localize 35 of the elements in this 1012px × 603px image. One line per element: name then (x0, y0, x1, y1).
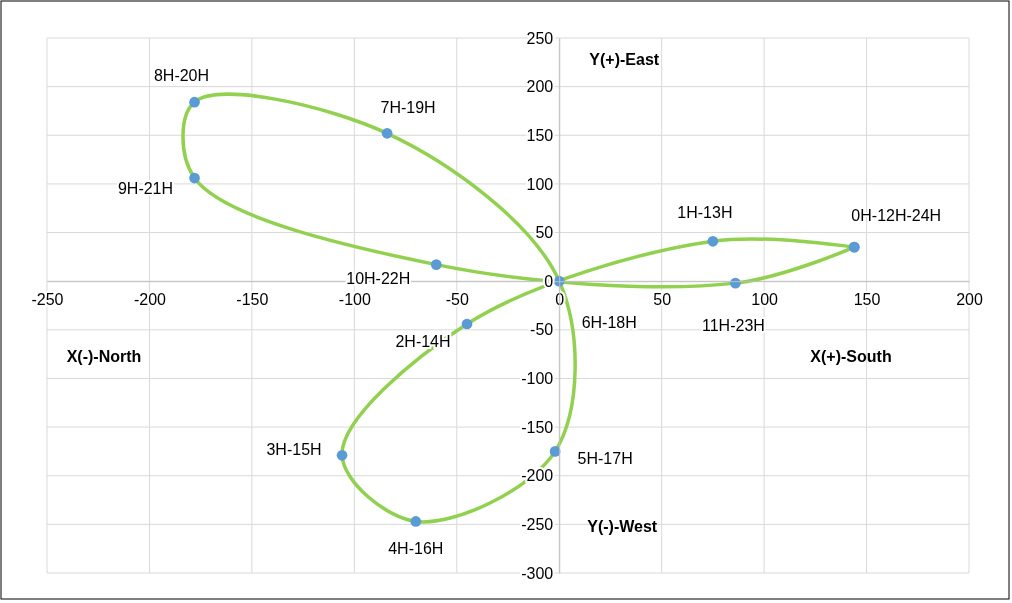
annotation: X(+)-South (810, 347, 892, 365)
x-tick-label: 150 (853, 290, 881, 308)
annotation: 4H-16H (388, 540, 444, 558)
annotation: Y(+)-East (589, 51, 660, 68)
annotation: 1H-13H (677, 203, 733, 221)
y-tick-label: 250 (526, 29, 554, 47)
y-tick-label: 200 (526, 78, 554, 96)
x-tick-label: -100 (338, 290, 371, 308)
y-tick-label: 150 (526, 126, 554, 144)
x-tick-label: 0 (555, 290, 565, 308)
y-tick-label: -300 (521, 564, 554, 582)
y-tick-label: 100 (526, 175, 554, 193)
x-tick-label: 100 (751, 290, 779, 308)
annotation: 3H-15H (266, 440, 322, 458)
annotation: 7H-19H (380, 98, 436, 116)
annotation: 8H-20H (153, 66, 210, 84)
x-tick-label: -250 (31, 290, 64, 308)
x-tick-label: -150 (236, 290, 269, 308)
y-tick-label: -100 (521, 370, 554, 388)
y-tick-label: -150 (521, 418, 554, 436)
annotation: 9H-21H (117, 179, 174, 197)
x-tick-label: -50 (445, 290, 469, 308)
y-tick-label: 50 (535, 224, 554, 242)
annotation: 5H-17H (577, 450, 633, 468)
annotation: 11H-23H (702, 316, 765, 334)
y-tick-label: -250 (521, 515, 554, 533)
annotation: X(-)-North (66, 347, 142, 365)
annotation: 0H-12H-24H (851, 206, 942, 224)
x-tick-label: 200 (956, 290, 983, 308)
x-tick-label: -200 (133, 290, 167, 308)
annotation: Y(-)-West (587, 517, 658, 535)
x-tick-label: 50 (653, 290, 672, 308)
annotation: 6H-18H (581, 313, 637, 331)
y-tick-label: -50 (530, 321, 554, 339)
annotation: 10H-22H (346, 270, 411, 288)
